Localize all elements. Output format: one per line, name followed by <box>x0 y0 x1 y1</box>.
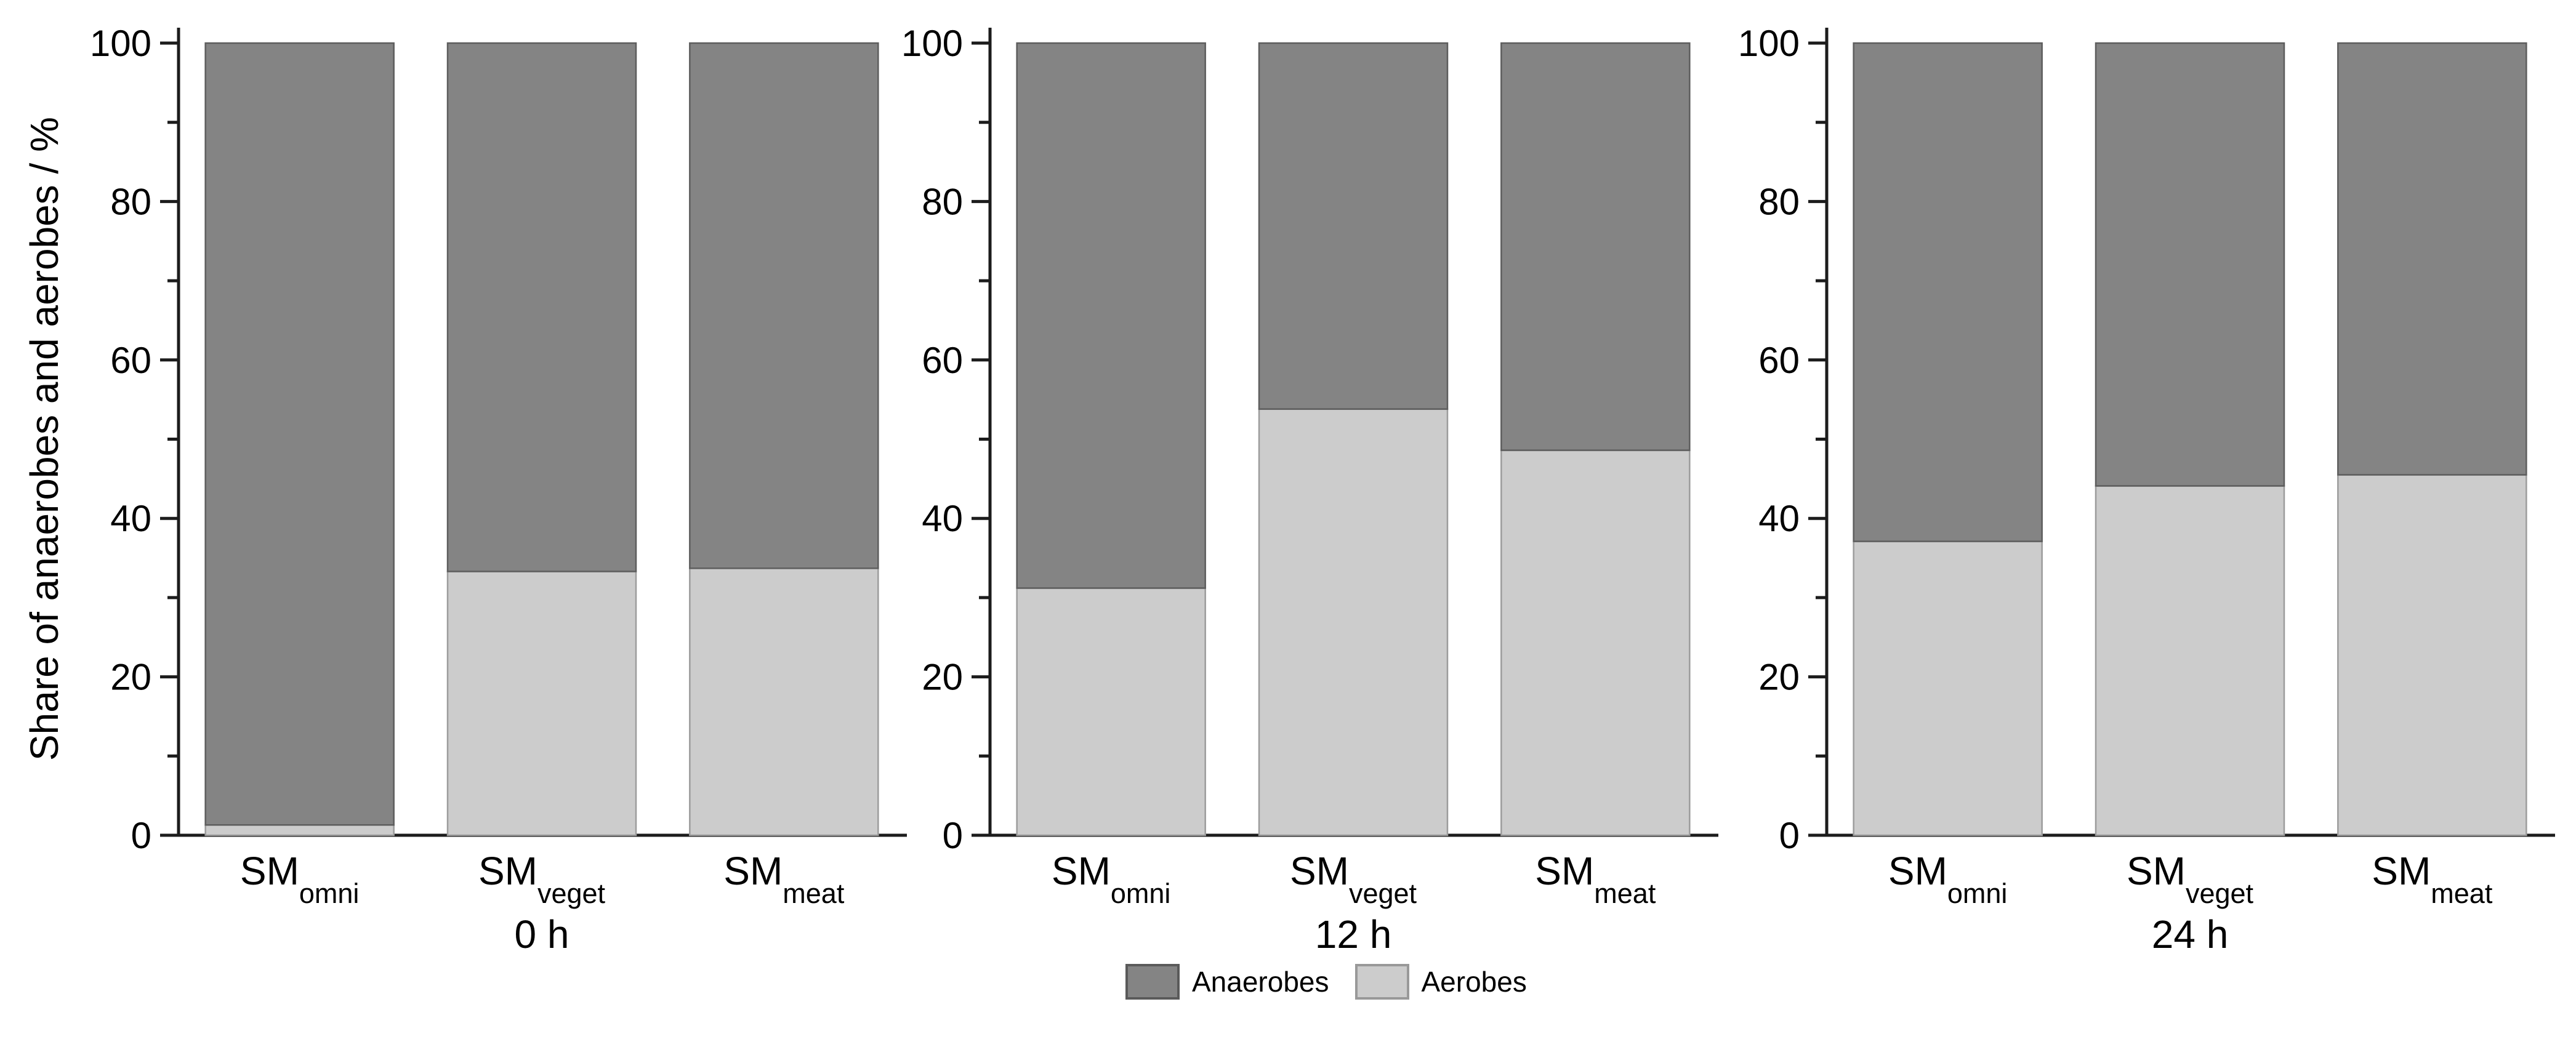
y-tick-label: 0 <box>1779 815 1800 856</box>
category-label-omni: SMomni <box>1888 849 2008 909</box>
bar-segment-aerobes-12h-omni <box>1016 587 1206 836</box>
bar-segment-aerobes-24h-meat <box>2337 474 2527 836</box>
y-tick-label: 60 <box>110 340 151 381</box>
y-tick-label: 40 <box>922 498 963 539</box>
category-label-veget: SMveget <box>478 849 606 909</box>
group-label: 12 h <box>1315 912 1392 957</box>
y-tick-label: 80 <box>922 181 963 222</box>
y-tick-label: 100 <box>90 23 151 64</box>
bar-segment-aerobes-0h-veget <box>446 571 637 836</box>
bar-segment-anaerobes-0h-veget <box>446 42 637 572</box>
bar-segment-anaerobes-0h-omni <box>204 42 395 826</box>
y-tick-label: 40 <box>1758 498 1800 539</box>
bar-segment-anaerobes-24h-veget <box>2095 42 2285 487</box>
category-label-meat: SMmeat <box>2372 849 2493 909</box>
legend-label: Anaerobes <box>1192 966 1329 998</box>
legend-label: Aerobes <box>1421 966 1527 998</box>
legend-item-anaerobes: Anaerobes <box>1125 964 1329 1000</box>
bar-segment-anaerobes-12h-omni <box>1016 42 1206 589</box>
y-tick-label: 100 <box>901 23 963 64</box>
legend: Anaerobes Aerobes <box>1125 964 1527 1000</box>
category-label-veget: SMveget <box>2127 849 2254 909</box>
bar-segment-aerobes-24h-veget <box>2095 485 2285 836</box>
bar-segment-aerobes-24h-omni <box>1853 540 2043 836</box>
category-label-meat: SMmeat <box>1535 849 1656 909</box>
y-tick-label: 40 <box>110 498 151 539</box>
group-label: 0 h <box>515 912 570 957</box>
category-label-omni: SMomni <box>240 849 360 909</box>
category-label-omni: SMomni <box>1052 849 1171 909</box>
y-tick-label: 0 <box>943 815 963 856</box>
y-tick-label: 60 <box>922 340 963 381</box>
y-tick-label: 20 <box>1758 657 1800 698</box>
y-tick-label: 20 <box>922 657 963 698</box>
group-label: 24 h <box>2152 912 2229 957</box>
anaerobes-swatch-icon <box>1125 964 1180 1000</box>
bar-segment-aerobes-0h-omni <box>204 824 395 836</box>
y-tick-label: 0 <box>131 815 151 856</box>
y-tick-label: 80 <box>110 181 151 222</box>
bar-segment-anaerobes-24h-omni <box>1853 42 2043 542</box>
legend-item-aerobes: Aerobes <box>1354 964 1527 1000</box>
bar-segment-anaerobes-0h-meat <box>689 42 879 569</box>
bar-segment-anaerobes-12h-meat <box>1500 42 1691 451</box>
bar-segment-aerobes-0h-meat <box>689 568 879 836</box>
bar-segment-aerobes-12h-meat <box>1500 449 1691 836</box>
y-tick-label: 60 <box>1758 340 1800 381</box>
bar-segment-aerobes-12h-veget <box>1258 408 1449 836</box>
y-tick-label: 100 <box>1738 23 1800 64</box>
y-tick-label: 80 <box>1758 181 1800 222</box>
bar-segment-anaerobes-24h-meat <box>2337 42 2527 476</box>
category-label-veget: SMveget <box>1290 849 1417 909</box>
bar-segment-anaerobes-12h-veget <box>1258 42 1449 410</box>
category-label-meat: SMmeat <box>723 849 845 909</box>
aerobes-swatch-icon <box>1354 964 1409 1000</box>
y-tick-label: 20 <box>110 657 151 698</box>
